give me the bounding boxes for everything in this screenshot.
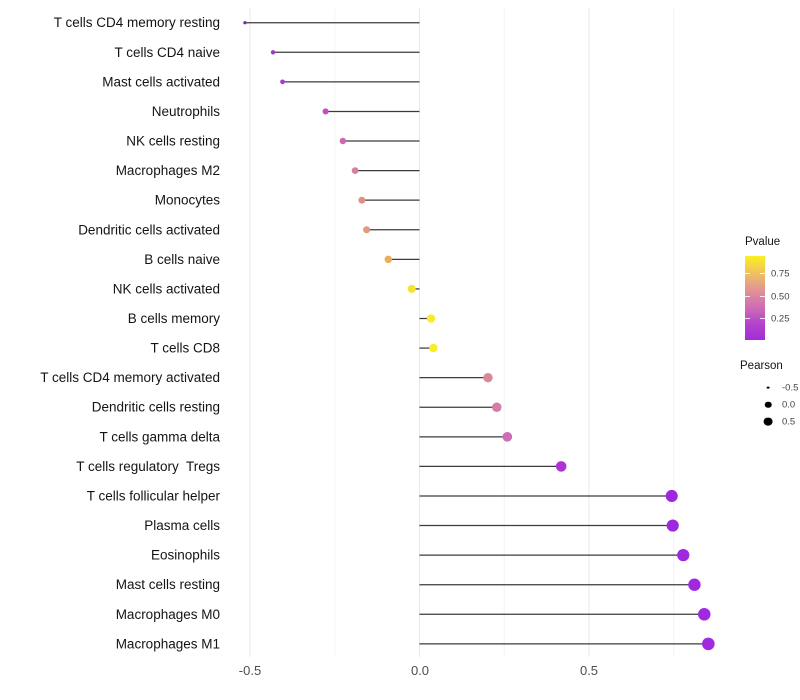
lollipop-dot bbox=[502, 431, 513, 442]
lollipop-dot bbox=[555, 461, 567, 472]
size-legend-dot bbox=[764, 401, 772, 408]
colorbar-tick bbox=[760, 296, 765, 297]
lollipop-dot bbox=[688, 578, 701, 591]
pvalue-colorbar-legend: Pvalue 0.75 0.50 0.25 bbox=[728, 236, 798, 340]
category-label: T cells CD4 naive bbox=[114, 45, 220, 60]
size-legend-dot bbox=[763, 417, 773, 426]
category-label: T cells CD4 memory resting bbox=[54, 15, 220, 30]
category-label: B cells naive bbox=[144, 252, 220, 267]
category-label: Mast cells activated bbox=[102, 74, 220, 89]
size-legend-item: 0.0 bbox=[740, 396, 798, 413]
category-label: NK cells resting bbox=[126, 134, 220, 149]
category-label: Dendritic cells activated bbox=[78, 222, 220, 237]
size-legend-item: -0.5 bbox=[740, 379, 798, 396]
lollipop-dot bbox=[407, 284, 416, 293]
lollipop-dot bbox=[492, 402, 502, 412]
x-tick-label: 0.0 bbox=[410, 663, 430, 678]
category-label: Dendritic cells resting bbox=[92, 400, 220, 415]
category-label: Macrophages M2 bbox=[116, 163, 220, 178]
lollipop-dot bbox=[429, 343, 438, 353]
lollipop-dot bbox=[339, 137, 347, 145]
pvalue-colorbar bbox=[745, 256, 765, 340]
lollipop-dot bbox=[363, 226, 371, 234]
size-legend-label: 0.5 bbox=[782, 416, 796, 427]
colorbar-tick-label: 0.25 bbox=[771, 313, 790, 325]
category-label: T cells CD8 bbox=[150, 341, 220, 356]
category-label: NK cells activated bbox=[113, 281, 220, 296]
lollipop-dot bbox=[358, 196, 366, 204]
category-label: Monocytes bbox=[155, 193, 221, 208]
x-tick-label: -0.5 bbox=[238, 663, 262, 678]
lollipop-dot bbox=[270, 50, 276, 55]
colorbar-tick-label: 0.50 bbox=[771, 291, 790, 303]
pvalue-colorbar-wrap: 0.75 0.50 0.25 bbox=[745, 256, 798, 340]
size-legend-label: 0.0 bbox=[782, 399, 796, 410]
lollipop-dot bbox=[322, 108, 329, 115]
category-label: T cells regulatory Tregs bbox=[76, 459, 220, 474]
x-axis: -0.5 0.0 0.5 bbox=[0, 663, 800, 683]
colorbar-tick bbox=[745, 273, 750, 274]
size-legend-dot bbox=[766, 386, 770, 389]
colorbar-tick bbox=[760, 318, 765, 319]
x-tick-label: 0.5 bbox=[579, 663, 599, 678]
category-label: T cells follicular helper bbox=[87, 488, 221, 503]
lollipop-dot bbox=[483, 372, 493, 383]
lollipop-dot bbox=[677, 549, 690, 562]
category-label: T cells gamma delta bbox=[99, 429, 220, 444]
lollipop-dot bbox=[665, 489, 678, 503]
colorbar-tick bbox=[745, 296, 750, 297]
colorbar-tick-label: 0.75 bbox=[771, 268, 790, 280]
pearson-legend-title: Pearson bbox=[740, 360, 783, 372]
category-label: Neutrophils bbox=[152, 104, 221, 119]
category-label: Eosinophils bbox=[151, 548, 220, 563]
lollipop-dot bbox=[698, 608, 711, 621]
category-label: Macrophages M0 bbox=[116, 607, 220, 622]
lollipop-dot bbox=[702, 637, 715, 651]
lollipop-dot bbox=[280, 79, 285, 85]
lollipop-dot bbox=[243, 21, 247, 25]
colorbar-tick bbox=[745, 318, 750, 319]
category-label: Mast cells resting bbox=[116, 577, 220, 592]
lollipop-dot bbox=[426, 314, 436, 323]
category-label: Macrophages M1 bbox=[116, 636, 220, 651]
category-label: B cells memory bbox=[128, 311, 221, 326]
pearson-size-legend: Pearson -0.5 0.0 0.5 bbox=[728, 360, 798, 430]
size-legend-item: 0.5 bbox=[740, 413, 798, 430]
colorbar-tick bbox=[760, 273, 765, 274]
pvalue-legend-title: Pvalue bbox=[745, 236, 781, 248]
size-legend-label: -0.5 bbox=[782, 382, 799, 393]
lollipop-dot bbox=[351, 167, 359, 174]
lollipop-dot bbox=[666, 519, 679, 532]
category-label: Plasma cells bbox=[144, 518, 220, 533]
lollipop-dot bbox=[384, 255, 393, 264]
category-label: T cells CD4 memory activated bbox=[40, 370, 220, 385]
